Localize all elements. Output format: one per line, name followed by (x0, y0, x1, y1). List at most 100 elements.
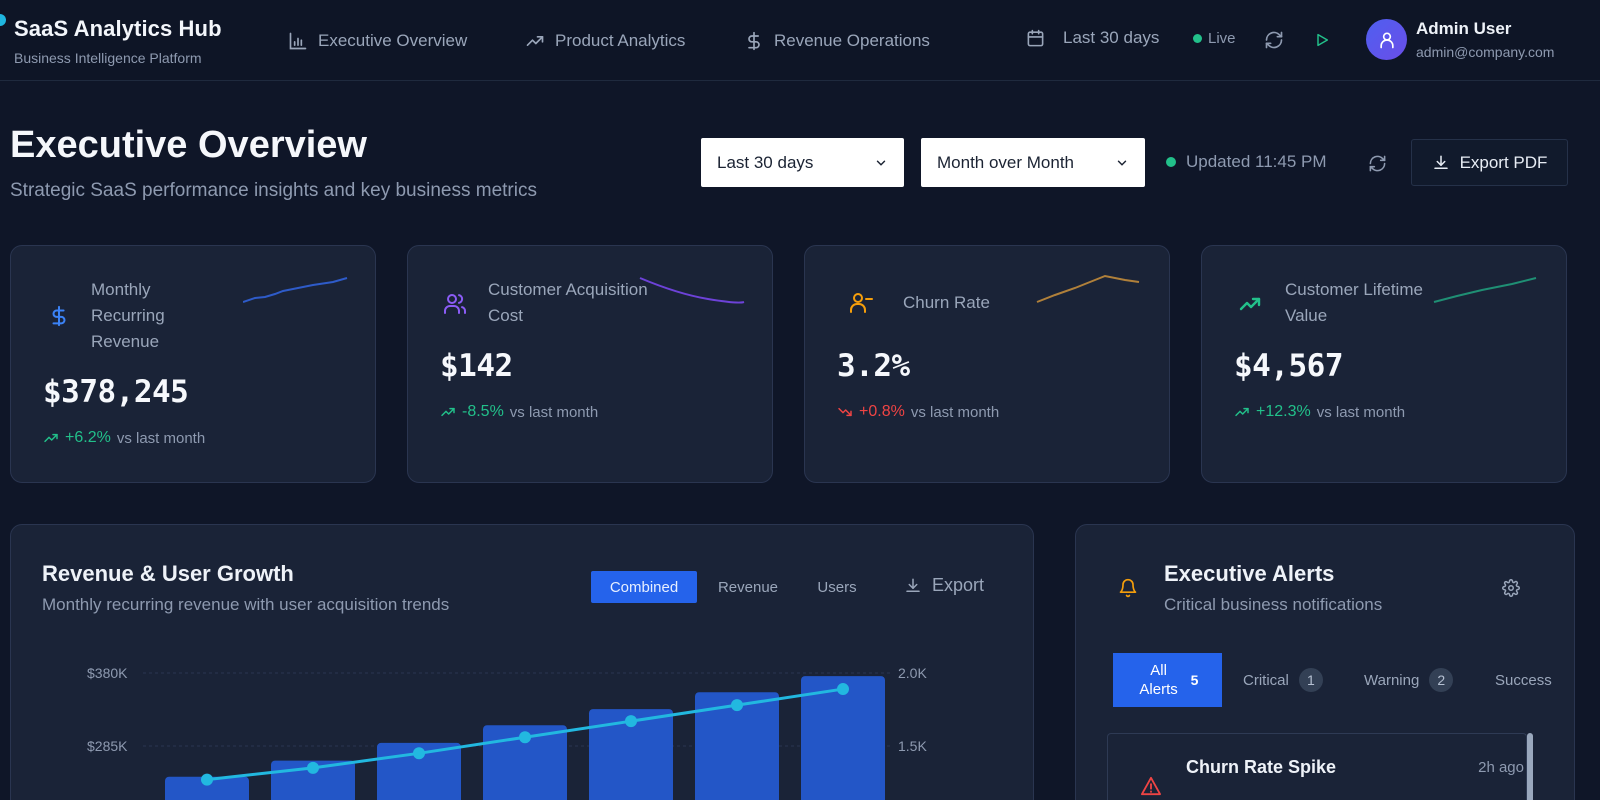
revenue-bar[interactable] (801, 676, 885, 800)
kpi-card-churn[interactable]: Churn Rate 3.2% +0.8% vs last month (804, 245, 1170, 483)
nav-revenue-operations[interactable]: Revenue Operations (744, 28, 930, 54)
kpi-value: 3.2% (837, 348, 910, 384)
kpi-delta-suffix: vs last month (509, 403, 599, 421)
tab-success[interactable]: Success (1495, 653, 1552, 707)
kpi-card-cac[interactable]: Customer Acquisition Cost $142 -8.5% vs … (407, 245, 773, 483)
sparkline-chart (1036, 274, 1140, 303)
live-dot-icon (1193, 34, 1202, 43)
comparison-select[interactable]: Month over Month (921, 138, 1145, 187)
nav-label: Executive Overview (318, 31, 468, 50)
kpi-label: Monthly Recurring Revenue (91, 280, 165, 351)
chevron-down-icon (876, 160, 886, 166)
trending-up-icon (441, 407, 455, 417)
tab-warning[interactable]: Warning 2 (1364, 653, 1454, 707)
live-label: Live (1208, 30, 1236, 47)
alert-count-badge: 2 (1429, 668, 1454, 692)
kpi-delta-suffix: vs last month (116, 429, 206, 447)
alerts-scrollbar[interactable] (1527, 733, 1533, 800)
tab-label: Warning (1364, 671, 1420, 689)
last-updated-text: Updated 11:45 PM (1186, 152, 1327, 171)
date-range-label: Last 30 days (1063, 28, 1160, 47)
right-axis-tick: 2.0K (898, 665, 927, 681)
trending-up-icon (526, 36, 544, 47)
chart-export-label: Export (932, 575, 985, 595)
sparkline-chart (639, 277, 745, 304)
revenue-user-growth-panel: Revenue & User Growth Monthly recurring … (10, 524, 1034, 800)
tab-combined[interactable]: Combined (591, 571, 697, 603)
tab-critical[interactable]: Critical 1 (1243, 653, 1323, 707)
revenue-bar[interactable] (165, 776, 249, 800)
nav-executive-overview[interactable]: Executive Overview (288, 28, 467, 54)
sparkline-chart (243, 277, 348, 303)
tab-all-alerts[interactable]: All Alerts 5 (1113, 653, 1222, 707)
alert-item-churn-spike[interactable]: Churn Rate Spike 2h ago (1107, 733, 1527, 800)
left-axis-tick: $380K (87, 665, 128, 681)
alert-timestamp: 2h ago (1478, 759, 1524, 776)
chart-export-button[interactable]: Export (904, 575, 984, 596)
users-data-point[interactable] (731, 699, 743, 712)
kpi-card-mrr[interactable]: Monthly Recurring Revenue $378,245 +6.2%… (10, 245, 376, 483)
kpi-delta: +12.3% vs last month (1234, 403, 1405, 421)
tab-revenue[interactable]: Revenue (717, 578, 779, 596)
refresh-button[interactable] (1263, 29, 1285, 51)
kpi-card-clv[interactable]: Customer Lifetime Value $4,567 +12.3% vs… (1201, 245, 1567, 483)
trending-up-icon (1237, 291, 1263, 317)
users-data-point[interactable] (837, 683, 849, 696)
chevron-down-icon (1117, 160, 1127, 166)
download-icon (906, 578, 920, 592)
alert-count-badge: 1 (1298, 668, 1323, 692)
alerts-subtitle: Critical business notifications (1164, 595, 1383, 614)
revenue-bar[interactable] (695, 692, 779, 800)
users-data-point[interactable] (625, 715, 637, 728)
tab-label: All Alerts (1139, 662, 1178, 698)
users-data-point[interactable] (413, 747, 425, 760)
executive-alerts-panel: Executive Alerts Critical business notif… (1075, 524, 1575, 800)
alerts-title: Executive Alerts (1164, 561, 1335, 586)
nav-label: Revenue Operations (774, 31, 930, 50)
alerts-settings-button[interactable] (1501, 578, 1521, 598)
kpi-label: Churn Rate (903, 293, 990, 312)
gear-icon (1502, 579, 1520, 597)
kpi-delta-value: +6.2% (65, 429, 111, 446)
period-select-value: Last 30 days (717, 152, 814, 172)
play-icon (1317, 33, 1329, 47)
app-title[interactable]: SaaS Analytics Hub (14, 16, 222, 41)
status-dot-icon (1166, 157, 1176, 167)
users-data-point[interactable] (201, 773, 213, 786)
kpi-delta: -8.5% vs last month (440, 403, 598, 421)
kpi-delta-value: +12.3% (1256, 403, 1311, 420)
tab-users[interactable]: Users (817, 578, 857, 596)
kpi-value: $4,567 (1234, 348, 1343, 384)
user-icon (1379, 31, 1394, 48)
period-select[interactable]: Last 30 days (701, 138, 904, 187)
users-data-point[interactable] (307, 761, 319, 774)
user-minus-icon (848, 290, 874, 316)
refresh-data-button[interactable] (1366, 152, 1388, 174)
user-name: Admin User (1416, 19, 1512, 38)
bell-icon (1118, 577, 1138, 604)
kpi-delta-suffix: vs last month (910, 403, 1000, 421)
dollar-icon (46, 303, 72, 329)
app-subtitle: Business Intelligence Platform (14, 50, 202, 66)
tab-label: Critical (1243, 671, 1289, 689)
bar-chart-icon (289, 32, 307, 50)
users-data-point[interactable] (519, 731, 531, 744)
sparkline-chart (1433, 277, 1537, 303)
export-pdf-button[interactable]: Export PDF (1411, 139, 1568, 186)
chart-title: Revenue & User Growth (42, 561, 294, 586)
kpi-delta: +0.8% vs last month (837, 403, 999, 421)
top-navigation-bar: SaaS Analytics Hub Business Intelligence… (0, 0, 1600, 81)
kpi-value: $378,245 (43, 374, 189, 410)
kpi-label: Customer Acquisition Cost (488, 280, 648, 325)
revenue-bar[interactable] (483, 725, 567, 800)
dollar-icon (748, 31, 760, 51)
nav-label: Product Analytics (555, 31, 686, 50)
play-button[interactable] (1312, 30, 1332, 50)
revenue-bar[interactable] (589, 709, 673, 800)
nav-product-analytics[interactable]: Product Analytics (525, 28, 685, 54)
warning-triangle-icon (1140, 776, 1162, 800)
alert-count-badge: 5 (1190, 672, 1199, 688)
user-avatar[interactable] (1366, 19, 1407, 60)
date-range-picker[interactable]: Last 30 days (1026, 28, 1159, 48)
tab-label: Success (1495, 671, 1552, 689)
